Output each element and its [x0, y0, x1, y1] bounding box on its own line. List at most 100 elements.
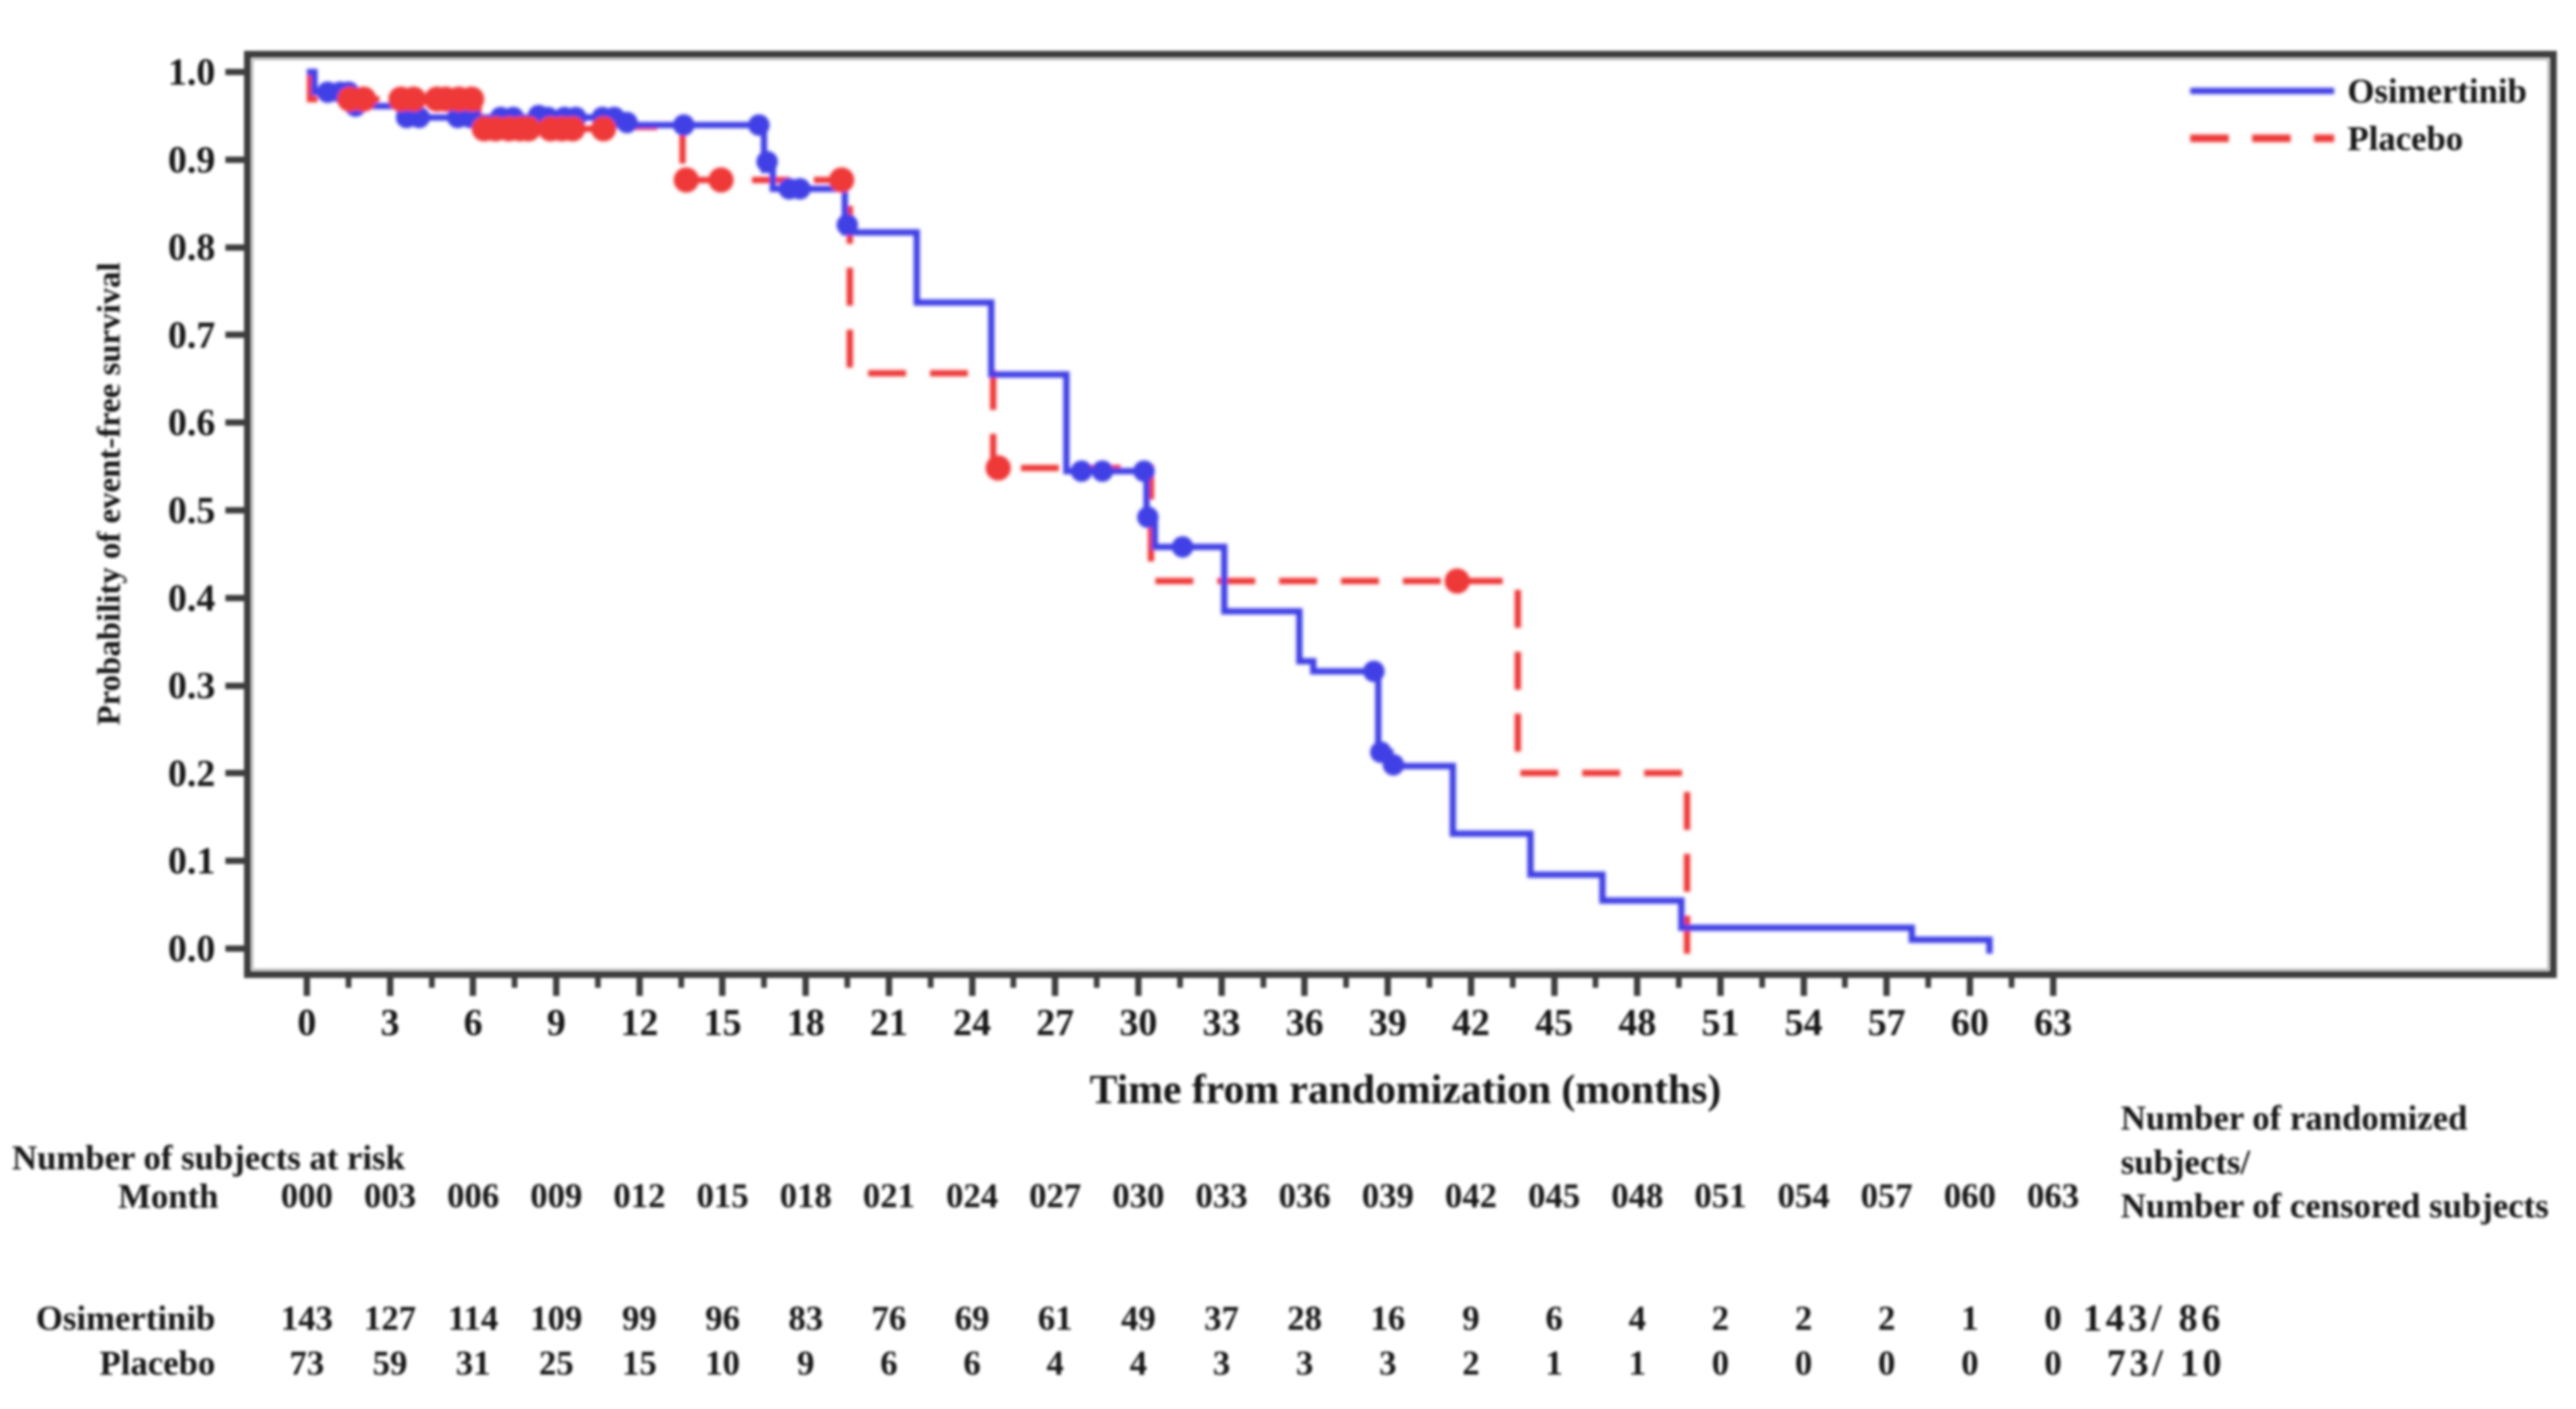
svg-text:37: 37: [1204, 1299, 1239, 1338]
svg-text:96: 96: [705, 1299, 740, 1338]
svg-text:10: 10: [705, 1344, 740, 1382]
svg-text:76: 76: [871, 1299, 906, 1338]
svg-text:0: 0: [1795, 1344, 1813, 1382]
svg-text:0: 0: [1878, 1344, 1896, 1382]
svg-text:subjects/: subjects/: [2121, 1143, 2250, 1182]
svg-text:0.3: 0.3: [168, 665, 215, 707]
svg-text:Probability of event-free surv: Probability of event-free survival: [92, 262, 128, 725]
svg-text:28: 28: [1287, 1299, 1322, 1338]
svg-text:83: 83: [789, 1299, 823, 1338]
svg-text:006: 006: [447, 1177, 499, 1215]
svg-text:0.0: 0.0: [168, 928, 215, 969]
svg-text:6: 6: [1546, 1299, 1563, 1338]
svg-text:015: 015: [696, 1177, 749, 1215]
svg-text:033: 033: [1195, 1177, 1248, 1215]
svg-text:59: 59: [373, 1344, 407, 1382]
svg-text:73/ 10: 73/ 10: [2107, 1342, 2226, 1384]
svg-text:143: 143: [281, 1299, 333, 1338]
svg-text:0.6: 0.6: [168, 402, 215, 443]
svg-text:36: 36: [1285, 1002, 1323, 1043]
svg-text:49: 49: [1121, 1299, 1156, 1338]
svg-text:0: 0: [1961, 1344, 1979, 1382]
svg-text:12: 12: [621, 1002, 659, 1043]
svg-text:63: 63: [2034, 1002, 2072, 1043]
svg-text:60: 60: [1951, 1002, 1989, 1043]
svg-text:0.4: 0.4: [168, 577, 215, 619]
svg-text:054: 054: [1777, 1177, 1830, 1215]
svg-text:Month: Month: [118, 1177, 218, 1216]
svg-text:99: 99: [622, 1299, 657, 1338]
svg-text:018: 018: [780, 1177, 832, 1215]
svg-text:Placebo: Placebo: [100, 1344, 215, 1382]
svg-text:Number of censored subjects: Number of censored subjects: [2121, 1187, 2549, 1225]
svg-text:2: 2: [1795, 1299, 1813, 1338]
svg-text:0.5: 0.5: [168, 489, 215, 531]
svg-text:45: 45: [1535, 1002, 1573, 1043]
svg-text:18: 18: [787, 1002, 825, 1043]
svg-text:027: 027: [1029, 1177, 1082, 1215]
svg-text:0.1: 0.1: [168, 840, 215, 882]
svg-text:39: 39: [1369, 1002, 1407, 1043]
svg-text:73: 73: [290, 1344, 325, 1382]
svg-text:51: 51: [1702, 1002, 1739, 1043]
svg-text:6: 6: [880, 1344, 898, 1382]
svg-text:3: 3: [1379, 1344, 1397, 1382]
svg-text:Time from randomization (month: Time from randomization (months): [1090, 1067, 1721, 1113]
svg-text:69: 69: [955, 1299, 989, 1338]
svg-text:000: 000: [281, 1177, 333, 1215]
svg-text:063: 063: [2027, 1177, 2079, 1215]
svg-text:Placebo: Placebo: [2347, 119, 2463, 158]
svg-text:3: 3: [1213, 1344, 1231, 1382]
svg-text:024: 024: [946, 1177, 998, 1215]
svg-text:54: 54: [1785, 1002, 1823, 1043]
svg-text:9: 9: [1462, 1299, 1480, 1338]
svg-text:012: 012: [614, 1177, 666, 1215]
svg-text:143/ 86: 143/ 86: [2083, 1297, 2224, 1339]
svg-text:3: 3: [1296, 1344, 1314, 1382]
svg-text:051: 051: [1695, 1177, 1747, 1215]
svg-text:0.9: 0.9: [168, 139, 215, 181]
svg-text:Osimertinib: Osimertinib: [2347, 72, 2527, 111]
svg-text:127: 127: [364, 1299, 416, 1338]
svg-text:048: 048: [1611, 1177, 1664, 1215]
svg-text:042: 042: [1445, 1177, 1498, 1215]
svg-text:42: 42: [1452, 1002, 1490, 1043]
svg-text:4: 4: [1628, 1299, 1646, 1338]
svg-text:039: 039: [1362, 1177, 1414, 1215]
svg-text:0.8: 0.8: [168, 227, 215, 268]
svg-text:57: 57: [1868, 1002, 1905, 1043]
svg-text:1: 1: [1546, 1344, 1563, 1382]
svg-text:21: 21: [870, 1002, 908, 1043]
svg-text:6: 6: [463, 1002, 482, 1043]
svg-text:25: 25: [539, 1344, 574, 1382]
svg-text:9: 9: [797, 1344, 814, 1382]
svg-text:057: 057: [1861, 1177, 1913, 1215]
svg-text:61: 61: [1038, 1299, 1073, 1338]
svg-text:0: 0: [2044, 1344, 2062, 1382]
svg-text:Number of subjects at risk: Number of subjects at risk: [12, 1139, 405, 1177]
svg-text:036: 036: [1279, 1177, 1331, 1215]
svg-text:2: 2: [1712, 1299, 1729, 1338]
svg-text:1.0: 1.0: [168, 51, 215, 93]
svg-text:0.7: 0.7: [168, 314, 215, 356]
svg-text:27: 27: [1036, 1002, 1074, 1043]
svg-text:15: 15: [622, 1344, 657, 1382]
svg-text:0.2: 0.2: [168, 752, 215, 794]
svg-text:030: 030: [1112, 1177, 1165, 1215]
svg-text:15: 15: [704, 1002, 742, 1043]
svg-text:009: 009: [530, 1177, 583, 1215]
svg-text:Osimertinib: Osimertinib: [36, 1299, 215, 1338]
svg-text:4: 4: [1047, 1344, 1064, 1382]
svg-text:045: 045: [1528, 1177, 1580, 1215]
svg-text:33: 33: [1203, 1002, 1241, 1043]
svg-text:0: 0: [2044, 1299, 2062, 1338]
svg-text:4: 4: [1130, 1344, 1147, 1382]
svg-text:24: 24: [953, 1002, 991, 1043]
svg-text:6: 6: [963, 1344, 981, 1382]
svg-text:48: 48: [1618, 1002, 1656, 1043]
svg-text:31: 31: [456, 1344, 491, 1382]
svg-text:003: 003: [364, 1177, 416, 1215]
svg-text:1: 1: [1628, 1344, 1646, 1382]
svg-text:9: 9: [547, 1002, 566, 1043]
svg-text:16: 16: [1371, 1299, 1405, 1338]
